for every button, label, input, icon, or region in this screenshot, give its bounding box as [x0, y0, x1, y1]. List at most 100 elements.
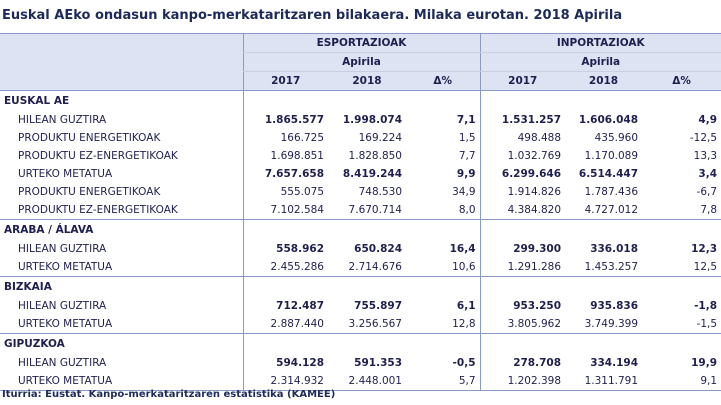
row-label: HILEAN GUZTIRA: [18, 357, 107, 369]
table-row: URTEKO METATUA 7.657.658 8.419.244 9,9 6.299…: [0, 165, 721, 183]
region-name: GIPUZKOA: [4, 338, 65, 350]
value-cell: 4.384.820: [479, 201, 566, 220]
table-row: URTEKO METATUA 2.887.440 3.256.567 12,8 3.80…: [0, 315, 721, 334]
value-cell: 299.300: [479, 240, 566, 258]
value-cell: 650.824: [354, 243, 402, 255]
region-empty-cell: [642, 334, 721, 355]
import-year-2017-header: 2017: [479, 71, 566, 91]
header-row-month: Apirila Apirila: [0, 52, 721, 72]
value-cell: -0,5: [452, 357, 476, 369]
value-cell: 7,8: [642, 201, 721, 220]
region-empty-cell: [242, 219, 328, 240]
region-empty-cell: [328, 91, 406, 112]
region-name: BIZKAIA: [4, 281, 52, 293]
value-cell: 558.962: [242, 240, 328, 258]
value-cell: 435.960: [594, 132, 639, 144]
value-cell: 1.865.577: [242, 111, 328, 129]
source-note: Iturria: Eustat. Kanpo-merkataritzaren e…: [2, 389, 336, 400]
value-cell: 12,3: [691, 243, 718, 255]
value-cell: 13,3: [693, 150, 718, 162]
export-year-2017-header: 2017: [242, 71, 328, 91]
region-empty-cell: [328, 277, 406, 298]
row-label: URTEKO METATUA: [0, 315, 243, 334]
export-delta-header: Δ%: [406, 71, 481, 91]
value-cell: 7.102.584: [242, 201, 328, 220]
table-row: PRODUKTU EZ-ENERGETIKOAK 1.698.851 1.828.8…: [0, 147, 721, 165]
region-empty-cell: [642, 220, 721, 241]
import-header: INPORTAZIOAK: [479, 33, 721, 53]
value-cell: 7,1: [456, 114, 476, 126]
value-cell: 12,5: [642, 258, 721, 277]
header-empty-cell: [0, 52, 243, 72]
value-cell: 169.224: [358, 132, 402, 144]
value-cell: 1.032.769: [479, 147, 566, 165]
region-row: BIZKAIA: [0, 276, 721, 298]
value-cell: 9,9: [456, 168, 476, 180]
value-cell: 3.805.962: [479, 315, 566, 334]
value-cell: 2.455.286: [242, 258, 328, 277]
region-empty-cell: [479, 219, 566, 240]
value-cell: 334.194: [590, 357, 639, 369]
region-empty-cell: [242, 333, 328, 354]
value-cell: 7,7: [458, 150, 476, 162]
value-cell: -1,5: [642, 315, 721, 334]
region-empty-cell: [406, 334, 480, 355]
value-cell: 2.714.676: [328, 258, 406, 277]
value-cell: 1.914.826: [479, 183, 566, 201]
region-name: EUSKAL AE: [4, 95, 70, 107]
row-label: URTEKO METATUA: [0, 372, 243, 391]
row-label: HILEAN GUZTIRA: [18, 243, 107, 255]
value-cell: 34,9: [452, 186, 476, 198]
value-cell: 1.170.089: [584, 150, 639, 162]
export-year-2018-header: 2018: [328, 71, 406, 91]
table-row: HILEAN GUZTIRA 558.962 650.824 16,4 299.300 3…: [0, 240, 721, 258]
value-cell: -1,8: [694, 300, 718, 312]
region-empty-cell: [406, 220, 480, 241]
region-row: GIPUZKOA: [0, 333, 721, 355]
region-empty-cell: [479, 276, 566, 297]
row-label: HILEAN GUZTIRA: [18, 300, 107, 312]
table-row: URTEKO METATUA 2.314.932 2.448.001 5,7 1.202…: [0, 372, 721, 391]
export-month-header: Apirila: [242, 52, 481, 72]
region-empty-cell: [479, 90, 566, 111]
value-cell: 4,9: [698, 114, 718, 126]
region-empty-cell: [328, 334, 406, 355]
value-cell: 1.291.286: [479, 258, 566, 277]
value-cell: 1,5: [458, 132, 476, 144]
region-row: ARABA / ÁLAVA: [0, 219, 721, 241]
region-empty-cell: [479, 333, 566, 354]
value-cell: 16,4: [449, 243, 476, 255]
value-cell: 4.727.012: [565, 201, 643, 220]
row-label: PRODUKTU EZ-ENERGETIKOAK: [18, 150, 178, 162]
header-row-years: 2017 2018 Δ% 2017 2018 Δ%: [0, 71, 721, 91]
value-cell: 8,0: [406, 201, 481, 220]
region-empty-cell: [406, 277, 480, 298]
region-empty-cell: [642, 277, 721, 298]
row-label: PRODUKTU ENERGETIKOAK: [18, 186, 161, 198]
region-name: ARABA / ÁLAVA: [4, 224, 94, 236]
table-row: PRODUKTU EZ-ENERGETIKOAK 7.102.584 7.670.7…: [0, 201, 721, 220]
region-row: EUSKAL AE: [0, 90, 721, 112]
row-label: PRODUKTU EZ-ENERGETIKOAK: [0, 201, 243, 220]
value-cell: 1.828.850: [348, 150, 402, 162]
value-cell: 19,9: [691, 357, 718, 369]
value-cell: 3.256.567: [328, 315, 406, 334]
value-cell: 1.787.436: [584, 186, 639, 198]
value-cell: 10,6: [406, 258, 481, 277]
value-cell: -12,5: [689, 132, 718, 144]
value-cell: 8.419.244: [342, 168, 402, 180]
value-cell: 7.670.714: [328, 201, 406, 220]
value-cell: 1.698.851: [242, 147, 328, 165]
value-cell: 6.299.646: [479, 165, 566, 183]
header-empty-cell: [0, 33, 243, 53]
value-cell: 1.998.074: [342, 114, 402, 126]
value-cell: -6,7: [696, 186, 718, 198]
value-cell: 336.018: [590, 243, 639, 255]
value-cell: 7.657.658: [242, 165, 328, 183]
region-empty-cell: [642, 91, 721, 112]
value-cell: 12,8: [406, 315, 481, 334]
value-cell: 498.488: [479, 129, 566, 147]
value-cell: 6,1: [456, 300, 476, 312]
region-empty-cell: [565, 277, 642, 298]
table-row: PRODUKTU ENERGETIKOAK 555.075 748.530 34,9 1…: [0, 183, 721, 201]
